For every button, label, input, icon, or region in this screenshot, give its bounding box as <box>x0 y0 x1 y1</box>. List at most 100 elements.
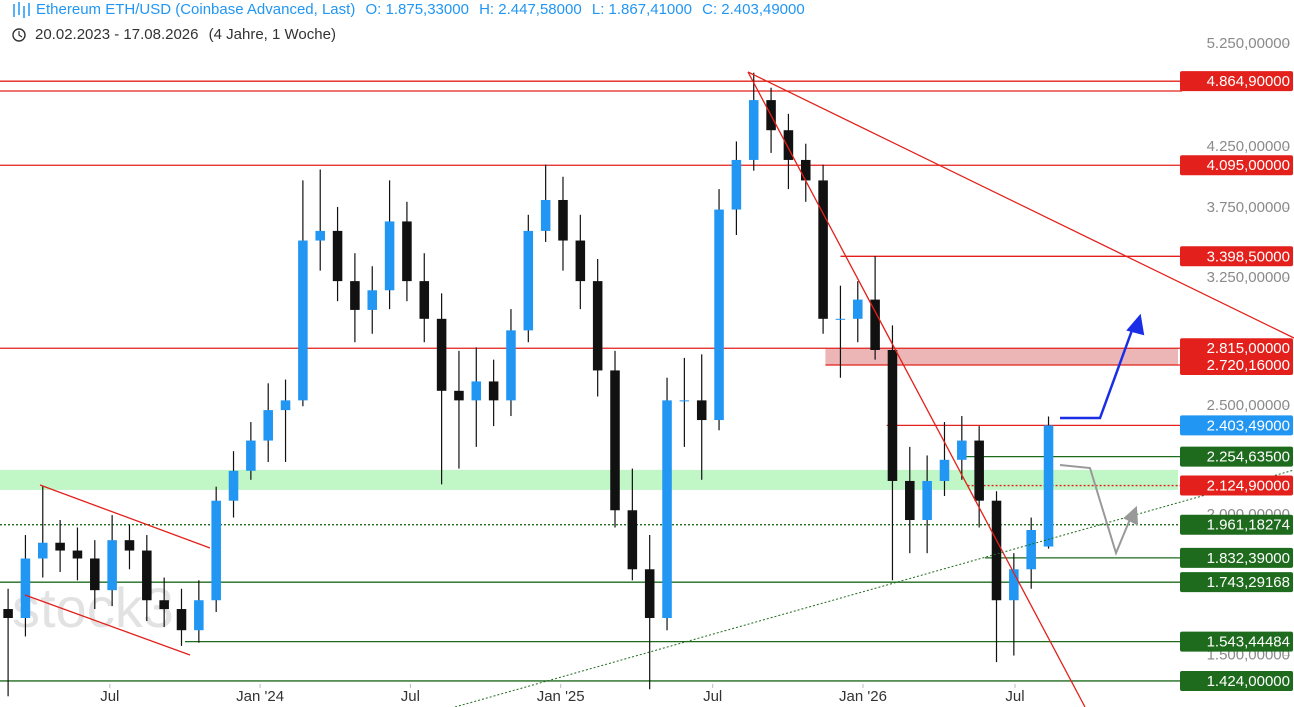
level-box <box>1180 631 1293 652</box>
candle-body <box>454 390 464 401</box>
candle-body <box>228 470 239 501</box>
x-tick-label: Jan '25 <box>537 688 585 705</box>
candle-body <box>107 540 117 591</box>
candle-body <box>835 318 846 320</box>
x-tick-label: Jul <box>703 688 722 705</box>
candle-body <box>957 440 967 460</box>
candle-body <box>315 230 325 241</box>
candle-body <box>350 281 360 310</box>
channel-line <box>24 594 191 656</box>
candle-body <box>332 230 343 282</box>
level-box <box>1180 246 1293 267</box>
level-box <box>1180 415 1293 436</box>
support-trend <box>454 469 1294 707</box>
header: Ethereum ETH/USD (Coinbase Advanced, Las… <box>12 1 805 43</box>
arrow-up <box>1060 321 1137 420</box>
level-label: 1.424,00000 <box>1207 673 1290 690</box>
date-range: 20.02.2023 - 17.08.2026 <box>35 26 198 43</box>
candle-body <box>592 281 603 371</box>
candle-body <box>905 480 915 521</box>
candle-body <box>540 199 551 231</box>
candle-body <box>783 130 794 160</box>
candle-body <box>402 221 412 282</box>
ohlc-low: L: 1.867,41000 <box>592 1 692 18</box>
candle-body <box>38 542 48 559</box>
level-box <box>1180 354 1293 375</box>
candle-icon <box>13 2 30 18</box>
candle-body <box>55 542 65 551</box>
candle-body <box>298 240 308 401</box>
level-label: 2.254,63500 <box>1207 449 1290 466</box>
level-box <box>1180 155 1293 176</box>
candle-body <box>3 609 13 618</box>
candle-body <box>1026 529 1036 570</box>
y-tick-label: 5.250,00000 <box>1207 35 1290 52</box>
clock-hands <box>18 31 23 38</box>
candle-body <box>124 540 135 551</box>
level-labels: 4.864,90000 4.095,00000 3.398,50000 2.815,0… <box>1180 71 1293 691</box>
candle-body <box>280 400 291 411</box>
candle-body <box>870 299 880 350</box>
level-label: 3.398,50000 <box>1207 248 1290 265</box>
level-label: 2.403,49000 <box>1207 417 1290 434</box>
y-tick-label: 2.500,00000 <box>1207 397 1290 414</box>
x-tick-label: Jan '24 <box>236 688 284 705</box>
level-box <box>1180 475 1293 496</box>
level-box <box>1180 670 1293 691</box>
level-label: 1.832,39000 <box>1207 550 1290 567</box>
candle-body <box>1009 569 1019 601</box>
drawings <box>24 71 1294 707</box>
level-label: 1.961,18274 <box>1207 517 1290 534</box>
candle-body <box>90 558 100 591</box>
x-tick-label: Jul <box>1005 688 1024 705</box>
y-tick-label: 3.250,00000 <box>1207 269 1290 286</box>
candle-body <box>176 609 187 631</box>
duration: (4 Jahre, 1 Woche) <box>209 26 336 43</box>
level-label: 2.124,90000 <box>1207 478 1290 495</box>
ohlc-close: C: 2.403,49000 <box>702 1 805 18</box>
candle-body <box>575 240 586 282</box>
candle-body <box>887 349 898 481</box>
candle-body <box>818 180 828 319</box>
ohlc-open: O: 1.875,33000 <box>366 1 469 18</box>
zone <box>0 469 1178 490</box>
candle-body <box>853 299 863 319</box>
date-line: 20.02.2023 - 17.08.2026 (4 Jahre, 1 Woch… <box>35 26 336 43</box>
candle-body <box>696 400 707 421</box>
candle-body <box>800 159 811 181</box>
level-box <box>1180 71 1293 92</box>
candle-body <box>506 330 516 401</box>
level-label: 4.095,00000 <box>1207 157 1290 174</box>
levels <box>0 80 1182 682</box>
candle-body <box>610 370 620 511</box>
x-tick-label: Jul <box>401 688 420 705</box>
candle-body <box>714 209 724 421</box>
clock-icon <box>12 28 26 42</box>
candle-body <box>367 290 378 310</box>
candles <box>3 72 1054 697</box>
level-label: 1.743,29168 <box>1207 574 1290 591</box>
level-box <box>1180 547 1293 568</box>
arrow-head <box>1126 313 1145 336</box>
level-box <box>1180 514 1293 535</box>
level-box <box>1180 572 1293 593</box>
level-label: 4.864,90000 <box>1207 73 1290 90</box>
x-tick-label: Jan '26 <box>839 688 887 705</box>
candle-body <box>263 410 273 441</box>
symbol-title: Ethereum ETH/USD (Coinbase Advanced, Las… <box>36 1 355 18</box>
trend-line <box>747 71 1086 707</box>
candle-body <box>523 230 534 331</box>
candle-body <box>679 400 690 402</box>
candle-body <box>471 381 482 401</box>
level-box <box>1180 446 1293 467</box>
candle-body <box>922 480 932 521</box>
candle-body <box>974 440 984 501</box>
candle-body <box>246 440 256 471</box>
zone <box>825 348 1178 365</box>
x-tick-label: Jul <box>100 688 119 705</box>
candle-body <box>731 159 742 210</box>
zones <box>0 348 1178 490</box>
level-box <box>1180 338 1293 359</box>
candle-body <box>384 221 395 291</box>
